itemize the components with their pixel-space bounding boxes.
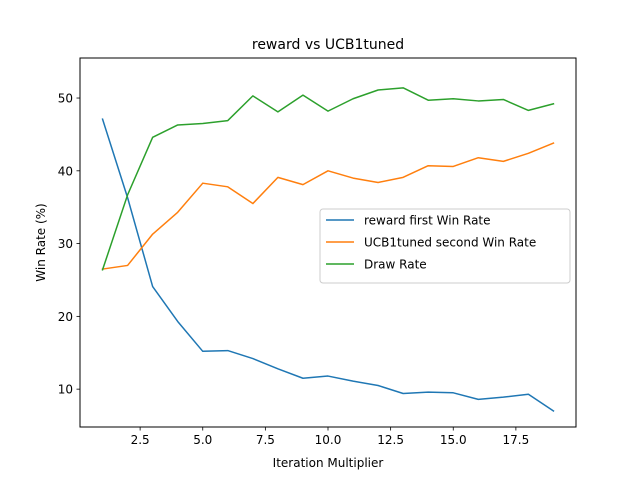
y-tick-label: 20 [58,310,73,324]
x-axis-label: Iteration Multiplier [273,456,384,470]
legend-label-2: Draw Rate [364,258,427,272]
y-tick-label: 10 [58,383,73,397]
series-line-0 [101,118,555,413]
y-axis-label: Win Rate (%) [34,203,48,281]
legend-label-0: reward first Win Rate [364,214,491,228]
x-tick-label: 5.0 [193,433,212,447]
legend-box [319,208,571,284]
x-tick-label: 15.0 [440,433,467,447]
y-tick-label: 30 [58,237,73,251]
series-layer [101,87,555,413]
legend-label-1: UCB1tuned second Win Rate [364,236,536,250]
y-tick-label: 50 [58,92,73,106]
x-axis: 2.5 5.0 7.5 10.0 12.5 15.0 17.5 [131,427,530,447]
legend: reward first Win Rate UCB1tuned second Wi… [319,208,571,284]
series-line-2 [101,87,555,271]
x-tick-label: 10.0 [315,433,342,447]
x-tick-label: 17.5 [503,433,530,447]
series-line-1 [101,142,555,270]
x-tick-label: 2.5 [131,433,150,447]
chart-title: reward vs UCB1tuned [252,37,404,53]
y-axis: 10 20 30 40 50 [58,92,80,397]
x-tick-label: 7.5 [256,433,275,447]
x-tick-label: 12.5 [377,433,404,447]
y-tick-label: 40 [58,164,73,178]
